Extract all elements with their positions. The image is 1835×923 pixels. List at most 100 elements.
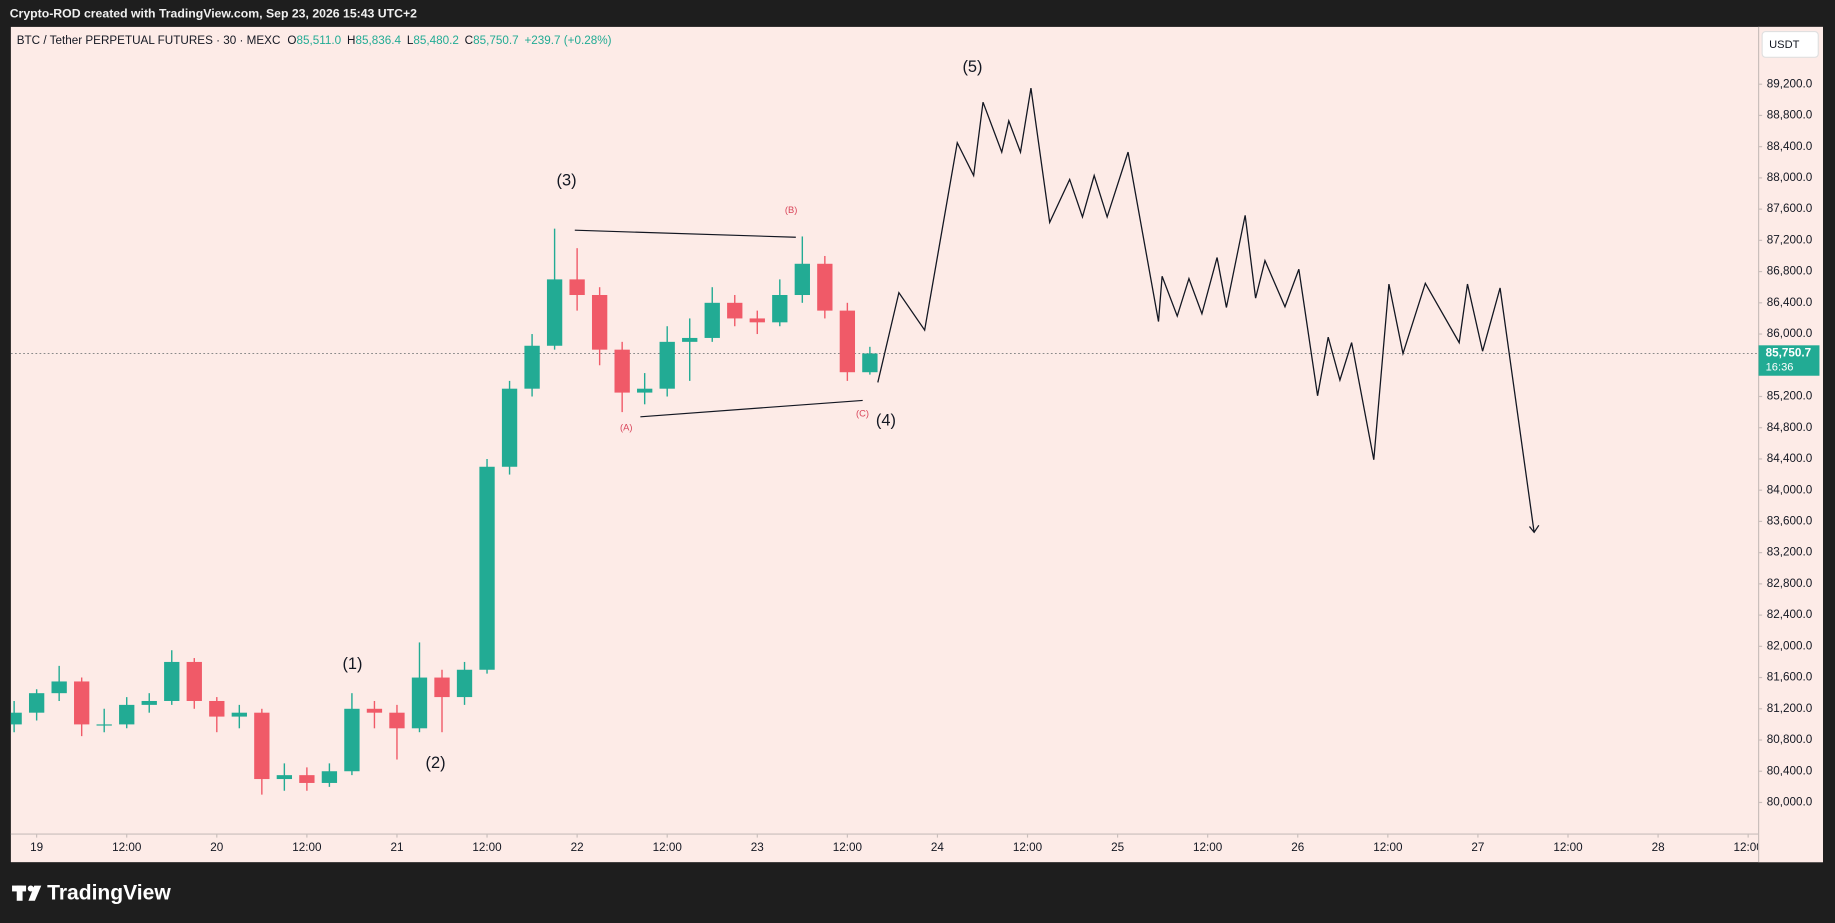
candle-body (321, 771, 338, 783)
candle-body (51, 681, 67, 694)
candle-body (434, 677, 450, 698)
candle-body (456, 669, 473, 698)
y-tick-label: 84,800.0 (1767, 421, 1813, 434)
x-tick-label: 12:00 (1373, 841, 1403, 854)
candle-body (254, 712, 270, 780)
y-tick-label: 84,000.0 (1767, 483, 1813, 496)
candle-body (839, 310, 856, 373)
candle-body (299, 775, 315, 783)
ohlc-value: 85,480.2 (413, 34, 459, 47)
candle-body (366, 708, 383, 713)
wave-label: (1) (342, 655, 362, 673)
chart-background (10, 26, 1823, 863)
ohlc-value: 85,836.4 (355, 34, 401, 47)
last-price-label: 85,750.7 (1766, 347, 1812, 360)
candle-body (501, 388, 518, 467)
candle-body (546, 279, 563, 346)
candle-body (704, 302, 720, 338)
candle-body (727, 302, 743, 319)
y-tick-label: 83,200.0 (1767, 546, 1813, 559)
y-tick-label: 83,600.0 (1767, 515, 1813, 528)
candle-body (659, 341, 675, 389)
projection-arrowhead (1528, 524, 1540, 534)
y-tick-label: 86,800.0 (1767, 265, 1813, 278)
wave-label: (4) (876, 411, 896, 429)
plot-area (10, 88, 1759, 795)
change-value: +239.7 (+0.28%) (524, 34, 611, 47)
x-tick-label: 20 (210, 841, 224, 854)
y-tick-label: 82,800.0 (1767, 577, 1813, 590)
x-tick-label: 12:00 (292, 841, 322, 854)
currency-button[interactable] (1761, 31, 1819, 58)
x-tick-label: 26 (1291, 841, 1304, 854)
projection-path (877, 88, 1535, 533)
y-tick-label: 89,200.0 (1767, 77, 1813, 90)
currency-label: USDT (1769, 39, 1799, 51)
ohlc-value: 85,511.0 (297, 34, 342, 47)
candle-body (772, 295, 788, 323)
candle-body (276, 775, 293, 780)
header-text: Crypto-ROD created with TradingView.com,… (10, 6, 417, 20)
x-tick-label: 12:00 (1193, 841, 1223, 854)
y-tick-label: 88,400.0 (1767, 140, 1813, 153)
x-tick-label: 19 (30, 841, 43, 854)
logo-text: TradingView (47, 881, 171, 904)
candle-body (74, 681, 90, 725)
y-tick-label: 86,400.0 (1767, 296, 1813, 309)
symbol-name: BTC / Tether PERPETUAL FUTURES · 30 · ME… (17, 34, 281, 47)
candle-body (479, 466, 495, 670)
candle-body (794, 263, 810, 296)
candle-body (862, 353, 878, 373)
candle-body (817, 263, 833, 311)
time-axis: 19 12:00 20 12:00 21 12:00 22 12:00 23 12:00 24 12:… (30, 834, 1763, 854)
y-tick-label: 85,200.0 (1767, 390, 1813, 403)
candle-body (569, 279, 585, 296)
y-tick-label: 81,200.0 (1767, 702, 1813, 715)
wave-label: (3) (557, 172, 577, 190)
price-axis-background (1758, 26, 1823, 863)
y-tick-label: 86,000.0 (1767, 327, 1813, 340)
y-tick-label: 87,200.0 (1767, 233, 1813, 246)
y-tick-label: 82,400.0 (1767, 608, 1813, 621)
candle-body (231, 712, 247, 717)
candle-body (682, 337, 698, 342)
wave-label: (5) (962, 58, 982, 76)
trendline (574, 229, 796, 238)
wave-label: (C) (856, 409, 869, 419)
y-tick-label: 80,800.0 (1767, 733, 1813, 746)
y-tick-label: 82,000.0 (1767, 639, 1813, 652)
candle-body (749, 318, 765, 323)
annotations: (1) (2) (3) (4) (5) (A) (B) (C) (342, 58, 982, 772)
x-tick-label: 12:00 (472, 841, 502, 854)
candle-body (524, 345, 540, 389)
logo-part (16, 885, 23, 901)
x-tick-label: 12:00 (833, 841, 863, 854)
ohlc-key: L (407, 34, 414, 47)
x-tick-label: 24 (931, 841, 945, 854)
candle-body (614, 349, 630, 393)
trendline (640, 399, 863, 418)
ohlc-key: H (347, 34, 355, 47)
candle-body (389, 712, 405, 729)
ohlc-value: 85,750.7 (473, 34, 519, 47)
candle-body (141, 700, 157, 705)
candle-body (186, 661, 202, 701)
y-tick-label: 87,600.0 (1767, 202, 1813, 215)
candle-body (637, 388, 653, 393)
x-tick-label: 12:00 (1734, 841, 1764, 854)
tradingview-logo: TradingView (12, 881, 171, 904)
candle-body (209, 700, 225, 717)
y-tick-label: 80,400.0 (1767, 764, 1813, 777)
y-tick-label: 88,800.0 (1767, 109, 1813, 122)
y-tick-label: 81,600.0 (1767, 671, 1813, 684)
x-tick-label: 21 (390, 841, 403, 854)
ohlc-key: C (465, 34, 473, 47)
candle-body (28, 693, 45, 713)
candle-body (10, 712, 22, 725)
candle-body (119, 704, 135, 725)
logo-part (27, 885, 34, 892)
last-price-box (1758, 345, 1820, 376)
wave-label: (A) (620, 423, 632, 433)
x-tick-label: 12:00 (1013, 841, 1043, 854)
